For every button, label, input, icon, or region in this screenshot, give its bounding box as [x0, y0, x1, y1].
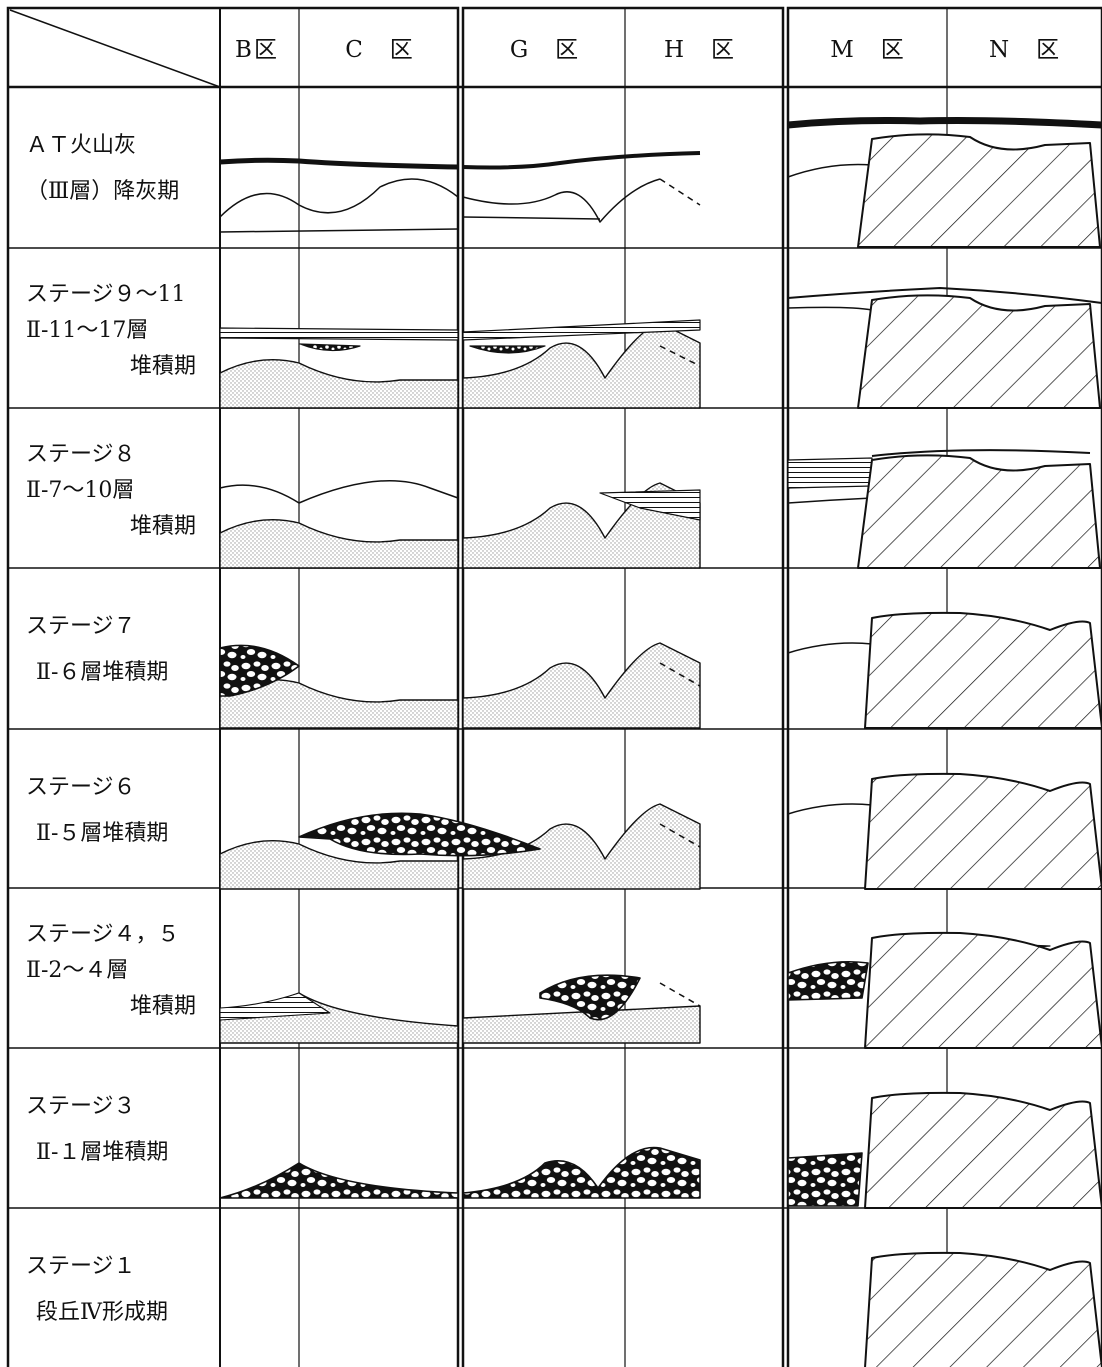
stage-label-line: ステージ７ — [26, 614, 136, 639]
gravel-deposit — [539, 974, 641, 1021]
stippled-deposit — [219, 359, 459, 409]
ash-layer — [462, 151, 701, 170]
stage-label-line: ステージ６ — [26, 775, 136, 800]
column-header-4: H 区 — [663, 37, 737, 63]
gravel-deposit — [787, 1152, 863, 1207]
stratum — [462, 178, 661, 223]
stage-label-line: ステージ３ — [26, 1094, 136, 1119]
column-header-2: C 区 — [345, 37, 415, 63]
gravel-deposit — [462, 1146, 701, 1199]
stratum — [219, 228, 459, 233]
stratum — [787, 163, 873, 178]
striped-layer — [462, 319, 701, 341]
stratum — [787, 306, 873, 311]
ash-layer — [219, 157, 459, 170]
striped-layer — [219, 327, 459, 341]
bedrock-terrace — [864, 611, 1102, 729]
stratum — [219, 480, 459, 504]
stippled-deposit — [219, 840, 459, 890]
dashed-extension — [659, 662, 701, 687]
bedrock-terrace — [864, 1091, 1102, 1209]
stippled-deposit — [219, 519, 459, 569]
bedrock-terrace — [857, 294, 1101, 409]
stratum — [462, 216, 601, 220]
striped-layer — [787, 457, 873, 489]
bedrock-terrace — [857, 454, 1101, 569]
dashed-extension — [659, 982, 701, 1007]
cross-sections — [219, 117, 1102, 1367]
stratum — [787, 497, 873, 504]
panel-frame-3 — [786, 6, 1102, 1367]
dashed-extension — [659, 823, 701, 848]
stage-label-line: ステージ８ — [26, 442, 136, 467]
bedrock-terrace — [864, 931, 1102, 1049]
gravel-deposit — [219, 644, 300, 697]
stratum — [787, 642, 873, 654]
gravel-lens — [299, 343, 361, 352]
panel-frame-2 — [461, 6, 785, 1367]
column-header-6: N 区 — [988, 37, 1062, 63]
stippled-deposit — [462, 642, 701, 729]
dashed-extension — [659, 345, 701, 367]
column-header-1: B区 — [235, 37, 279, 63]
stage-label-line: ＡＴ火山灰 — [26, 133, 137, 158]
stage-label-line: （Ⅲ層）降灰期 — [26, 179, 180, 204]
stage-label-line: Ⅱ-１層堆積期 — [36, 1140, 169, 1165]
column-header-5: M 区 — [830, 37, 906, 63]
gravel-deposit — [298, 812, 541, 857]
stage-label-line: ステージ４，５ — [26, 922, 180, 947]
stratum — [787, 803, 873, 815]
striped-layer — [599, 489, 701, 521]
bedrock-terrace — [864, 1251, 1102, 1367]
dashed-extension — [659, 178, 701, 206]
bedrock-terrace — [864, 772, 1102, 890]
stage-label-line: ステージ１ — [26, 1254, 136, 1279]
panel-frame-1 — [6, 6, 460, 1367]
stippled-deposit — [462, 1005, 701, 1044]
stage-label-line: Ⅱ-５層堆積期 — [36, 821, 169, 846]
stage-label-line: 堆積期 — [129, 514, 196, 539]
stage-label-line: 段丘Ⅳ形成期 — [36, 1300, 168, 1325]
bedrock-terrace — [857, 133, 1101, 248]
gravel-deposit — [219, 1162, 459, 1199]
column-header-3: G 区 — [509, 37, 581, 63]
stage-label-line: Ⅱ-６層堆積期 — [36, 660, 169, 685]
corner-diagonal — [9, 9, 221, 88]
stage-label-line: Ⅱ-2～４層 — [26, 958, 129, 983]
stratum — [871, 449, 1091, 457]
stage-label-line: 堆積期 — [129, 354, 196, 379]
stratum — [787, 287, 1102, 304]
gravel-deposit — [787, 961, 869, 1001]
striped-layer — [219, 992, 331, 1021]
gravel-lens — [469, 345, 546, 354]
stage-label-line: Ⅱ-7～10層 — [26, 478, 135, 503]
stage-label-line: 堆積期 — [129, 994, 196, 1019]
ash-layer — [787, 117, 1102, 129]
stage-label-line: Ⅱ-11～17層 — [26, 318, 149, 343]
stratum — [219, 178, 459, 218]
stage-label-line: ステージ９～11 — [26, 282, 186, 307]
